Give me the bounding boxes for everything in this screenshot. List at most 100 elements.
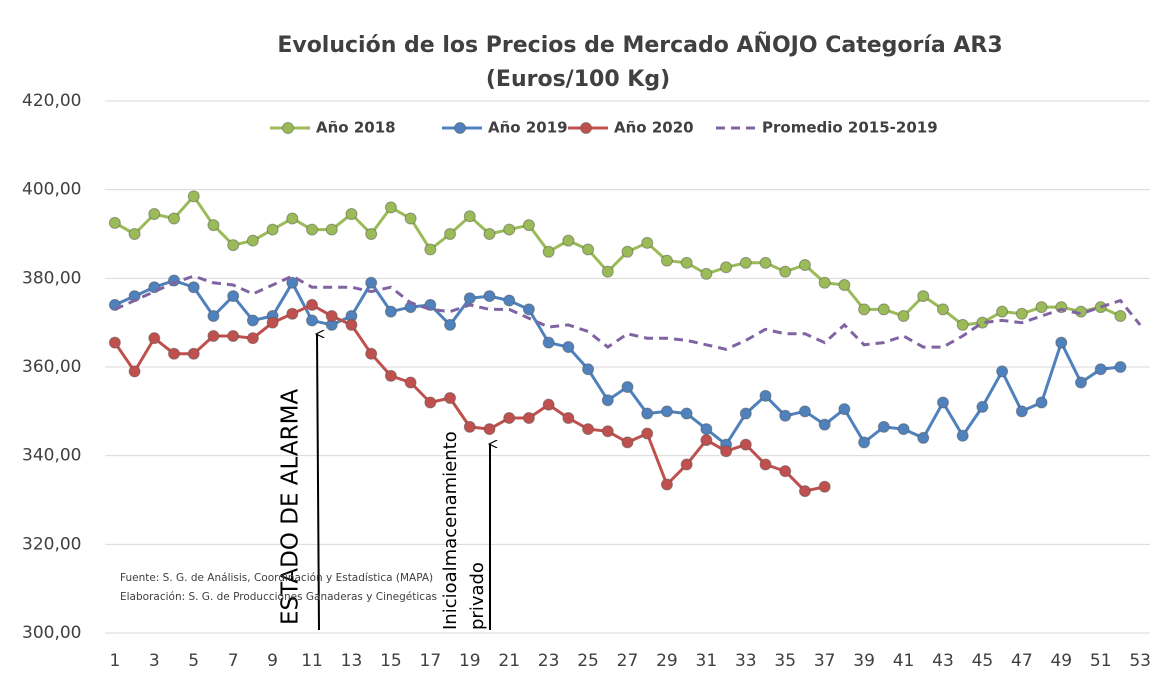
series-marker xyxy=(483,423,496,436)
series-marker xyxy=(739,256,752,269)
series-marker xyxy=(365,347,378,360)
series-marker xyxy=(207,219,220,232)
series-marker xyxy=(207,310,220,323)
series-marker xyxy=(168,212,181,225)
series-marker xyxy=(286,212,299,225)
series-marker xyxy=(976,400,989,413)
series-marker xyxy=(542,336,555,349)
series-marker xyxy=(404,376,417,389)
series-marker xyxy=(562,411,575,424)
series-marker xyxy=(641,407,654,420)
legend-label: Año 2020 xyxy=(614,119,694,137)
series-marker xyxy=(463,292,476,305)
series-marker xyxy=(306,314,319,327)
y-tick-label: 300,00 xyxy=(22,623,81,643)
x-tick-label: 23 xyxy=(538,651,560,671)
series-marker xyxy=(582,423,595,436)
series-marker xyxy=(286,307,299,320)
series-marker xyxy=(680,407,693,420)
series-marker xyxy=(384,369,397,382)
series-marker xyxy=(798,485,811,498)
annotations: ESTADO DE ALARMA Inicioalmacenamiento priv… xyxy=(120,334,490,631)
x-tick-label: 17 xyxy=(420,651,442,671)
series-marker xyxy=(444,392,457,405)
legend-label: Año 2019 xyxy=(488,119,568,137)
series-marker xyxy=(621,380,634,393)
series-marker xyxy=(187,190,200,203)
x-tick-label: 51 xyxy=(1090,651,1112,671)
series-marker xyxy=(1015,405,1028,418)
series-marker xyxy=(759,256,772,269)
series-marker xyxy=(956,429,969,442)
source-note: Elaboración: S. G. de Producciones Ganad… xyxy=(120,591,437,603)
series-marker xyxy=(818,276,831,289)
legend-label: Promedio 2015-2019 xyxy=(762,119,938,137)
x-tick-label: 1 xyxy=(109,651,120,671)
series-marker xyxy=(108,336,121,349)
series-marker xyxy=(227,290,240,303)
series-marker xyxy=(286,276,299,289)
series-marker xyxy=(148,208,161,221)
x-tick-label: 49 xyxy=(1050,651,1072,671)
y-tick-label: 320,00 xyxy=(22,534,81,554)
series-marker xyxy=(522,303,535,316)
series-marker xyxy=(779,465,792,478)
plot xyxy=(108,190,1142,498)
x-tick-label: 29 xyxy=(656,651,678,671)
series-marker xyxy=(838,403,851,416)
x-tick-label: 37 xyxy=(814,651,836,671)
series-marker xyxy=(660,478,673,491)
series-marker xyxy=(227,329,240,342)
legend: Año 2018 Año 2019 Año 2020 Promedio 2015-20… xyxy=(270,119,938,137)
series-marker xyxy=(365,228,378,240)
series-marker xyxy=(798,405,811,418)
series-marker xyxy=(463,210,476,223)
series-marker xyxy=(187,281,200,294)
series-marker xyxy=(483,228,496,240)
series-marker xyxy=(168,347,181,360)
x-tick-label: 21 xyxy=(498,651,520,671)
grid: 300,00 320,00 340,00 360,00 380,00 400,00 420,… xyxy=(22,91,1151,671)
series-marker xyxy=(306,298,319,311)
series-marker xyxy=(424,396,437,409)
series-marker xyxy=(858,436,871,449)
series-line xyxy=(114,274,1142,351)
series-marker xyxy=(246,332,259,345)
series-marker xyxy=(996,365,1009,378)
series-line xyxy=(113,303,826,493)
legend-marker xyxy=(282,122,294,134)
series-marker xyxy=(621,245,634,258)
series-marker xyxy=(956,318,969,331)
series-marker xyxy=(601,425,614,438)
series-marker xyxy=(641,427,654,440)
series-marker xyxy=(601,265,614,278)
series-marker xyxy=(128,365,141,378)
series-marker xyxy=(680,458,693,471)
x-tick-label: 27 xyxy=(617,651,639,671)
series-marker xyxy=(759,458,772,471)
y-tick-label: 400,00 xyxy=(22,180,81,200)
annotation-text: ESTADO DE ALARMA xyxy=(278,389,304,625)
series-marker xyxy=(424,243,437,256)
y-tick-label: 360,00 xyxy=(22,357,81,377)
series-marker xyxy=(148,332,161,345)
series-marker xyxy=(700,434,713,447)
series-marker xyxy=(325,223,338,236)
series-marker xyxy=(1035,396,1048,409)
series-marker xyxy=(503,294,516,307)
series-marker xyxy=(522,411,535,424)
x-tick-label: 19 xyxy=(459,651,481,671)
series-marker xyxy=(936,396,949,409)
x-tick-label: 7 xyxy=(228,651,239,671)
y-tick-label: 340,00 xyxy=(22,446,81,466)
series-marker xyxy=(897,423,910,436)
x-tick-label: 39 xyxy=(853,651,875,671)
x-tick-label: 45 xyxy=(972,651,994,671)
source-note: Fuente: S. G. de Análisis, Coordinación … xyxy=(120,572,433,584)
x-tick-label: 43 xyxy=(932,651,954,671)
series-marker xyxy=(562,234,575,247)
chart-title: Evolución de los Precios de Mercado AÑOJ… xyxy=(277,32,1002,58)
series-marker xyxy=(187,347,200,360)
x-tick-label: 35 xyxy=(774,651,796,671)
